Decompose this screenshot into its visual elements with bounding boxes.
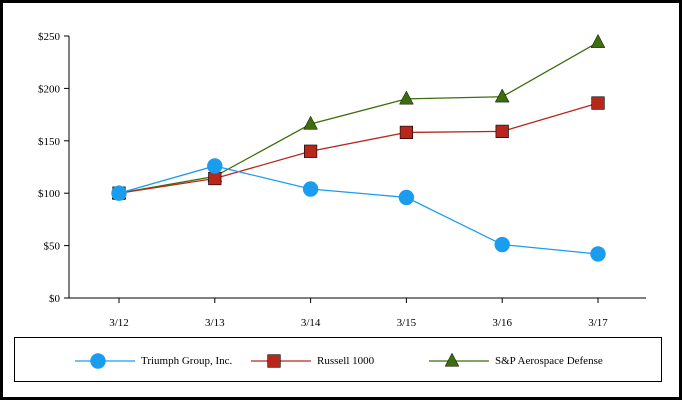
x-tick-label: 3/15 [397,317,417,329]
x-tick-label: 3/14 [301,317,321,329]
y-tick-label: $0 [49,293,61,305]
data-point-russell [303,144,318,158]
data-point-triumph [111,185,127,201]
data-point-sp-aerospace [590,33,606,48]
y-tick-label: $50 [44,241,61,253]
series-line-russell [118,102,599,194]
data-point-sp-aerospace [494,88,510,103]
legend-label-russell: Russell 1000 [317,354,375,367]
legend-marker-sp-aerospace [444,352,460,367]
data-point-russell [591,96,605,110]
x-tick-label: 3/13 [205,317,225,329]
legend-swatch-triumph [75,352,135,369]
y-tick-label: $200 [38,83,61,95]
legend-marker-russell [267,353,281,368]
legend-label-triumph: Triumph Group, Inc. [141,354,233,367]
data-point-triumph [398,189,415,206]
y-tick-label: $100 [38,188,61,200]
legend-item-russell: Russell 1000 [251,338,374,383]
data-point-sp-aerospace [399,90,414,105]
data-point-russell [208,171,222,186]
series-lines [118,41,599,255]
data-point-russell [495,124,509,138]
legend: Triumph Group, Inc. Russell 1000 S&P Aer… [14,337,662,382]
series-line-triumph [118,165,599,255]
legend-swatch-sp-aerospace [429,352,489,367]
legend-swatch-russell [251,353,311,368]
data-point-triumph [494,236,510,253]
legend-item-sp-aerospace: S&P Aerospace Defense [429,338,603,383]
data-point-sp-aerospace [303,115,318,130]
legend-label-sp-aerospace: S&P Aerospace Defense [495,354,603,367]
series-line-sp-aerospace [118,41,599,194]
y-tick-label: $250 [38,31,61,43]
data-point-triumph [207,158,223,174]
data-point-triumph [302,181,319,197]
legend-item-triumph: Triumph Group, Inc. [75,338,232,383]
series-markers [111,33,606,262]
axes: $0 $50 $100 $150 $200 $250 3/12 3/13 3/14 3/15 3/1… [38,31,646,329]
y-tick-label: $150 [38,136,61,148]
data-point-russell [399,125,414,140]
x-tick-label: 3/16 [492,317,512,329]
x-tick-label: 3/17 [588,317,608,329]
x-tick-label: 3/12 [109,317,129,329]
legend-marker-triumph [90,352,106,369]
data-point-triumph [590,246,606,262]
